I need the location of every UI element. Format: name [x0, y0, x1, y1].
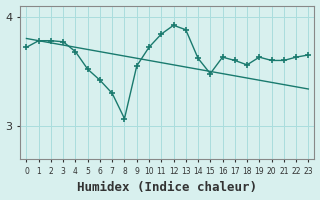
X-axis label: Humidex (Indice chaleur): Humidex (Indice chaleur) [77, 181, 257, 194]
